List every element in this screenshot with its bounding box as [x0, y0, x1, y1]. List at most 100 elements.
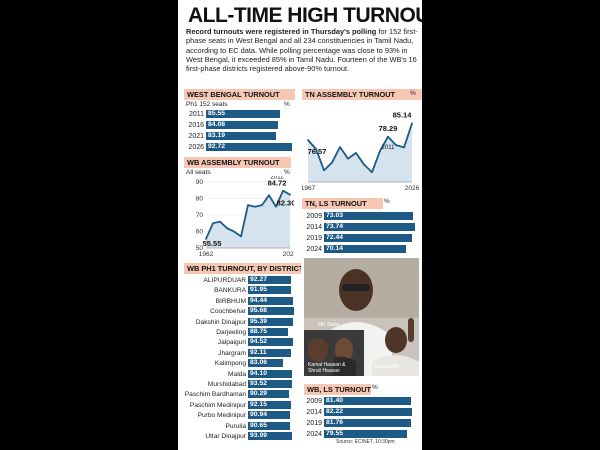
- series-line-segment: [307, 139, 317, 150]
- x-start-label: 1967: [302, 185, 316, 192]
- wb-turnout-value-label: 85.55: [208, 110, 226, 117]
- district-label: Purbo Medinipur: [197, 412, 246, 420]
- wb-ls-title: WB, LS TURNOUT: [304, 384, 371, 395]
- leaders-photo: MK Stalin Kamal Haasan & Shruti Haasan R…: [304, 258, 419, 376]
- district-bar: [248, 421, 290, 430]
- tn-ls-unit: %: [384, 198, 390, 205]
- data-point: [261, 204, 263, 206]
- data-point: [233, 230, 235, 233]
- district-label: Darjeeling: [216, 329, 246, 336]
- district-label: Jhargram: [218, 349, 246, 357]
- district-value-label: 94.52: [250, 338, 268, 346]
- source-note: Source: ECINET, 10:30pm: [336, 439, 395, 445]
- wb-ls-value-label: 81.76: [326, 419, 344, 426]
- tn-ls-value-label: 70.14: [326, 245, 344, 252]
- series-line-segment: [363, 163, 373, 173]
- data-point: [315, 148, 317, 150]
- wb-turnout-value-label: 84.08: [208, 121, 226, 128]
- district-bar: [248, 411, 290, 420]
- annotation-label: 85.14: [393, 110, 413, 119]
- data-point: [387, 135, 389, 138]
- district-value-label: 83.06: [250, 359, 268, 367]
- wb-turnout-unit: %: [284, 101, 290, 108]
- wb-ls-bar: [324, 419, 412, 427]
- district-label: Murshidabad: [207, 381, 246, 388]
- wb-turnout-value-label: 83.19: [208, 132, 226, 139]
- data-point: [212, 222, 214, 225]
- series-line-segment: [233, 230, 242, 238]
- data-point: [226, 227, 228, 230]
- district-bar: [248, 317, 294, 326]
- annotation-label: 82.30: [277, 199, 294, 208]
- intro-rest: for 152 first-phase seats in West Bengal…: [186, 27, 418, 74]
- data-point: [379, 150, 381, 152]
- wb-ls-bar: [324, 430, 407, 438]
- data-point: [347, 157, 349, 160]
- series-line-segment: [254, 204, 263, 208]
- district-label: BANKURA: [214, 287, 246, 295]
- tn-ls-bar: [324, 245, 406, 253]
- district-value-label: 93.52: [250, 380, 268, 387]
- data-point: [395, 144, 397, 146]
- district-label: Coochbehar: [210, 308, 246, 316]
- data-point: [355, 151, 357, 154]
- wb-ls-label: 2024: [306, 431, 322, 438]
- tn-ls-label: 2019: [306, 235, 322, 242]
- district-value-label: 93.99: [250, 432, 268, 439]
- district-label: ALIPURDUAR: [203, 277, 246, 284]
- tn-assembly-title: TN ASSEMBLY TURNOUT: [302, 89, 422, 100]
- district-value-label: 95.68: [250, 307, 268, 315]
- tn-ls-label: 2014: [306, 224, 322, 231]
- data-point: [323, 169, 325, 172]
- tn-ls-value-label: 72.44: [326, 234, 344, 241]
- data-point: [339, 146, 341, 148]
- wb-ls-bar: [324, 397, 411, 405]
- intro-bold: Record turnouts were registered in Thurs…: [186, 27, 377, 36]
- annotation-label: 84.72: [268, 179, 287, 188]
- y-tick-label: 50: [196, 245, 204, 252]
- wb-ls-value-label: 79.55: [326, 430, 344, 437]
- data-point: [371, 171, 373, 174]
- wb-districts-title: WB PH1 TURNOUT, BY DISTRICTS: [184, 263, 301, 274]
- data-point: [411, 122, 413, 125]
- series-line-segment: [212, 220, 221, 225]
- tn-assembly-unit: %: [410, 90, 416, 97]
- data-point: [403, 146, 405, 149]
- tn-ls-bar: [324, 212, 414, 220]
- series-line-segment: [205, 222, 214, 240]
- series-line-segment: [339, 146, 349, 160]
- district-label: Jalpaiguri: [217, 339, 246, 347]
- wb-ls-bar: [324, 408, 413, 416]
- district-label: Kalimpong: [214, 360, 246, 368]
- series-line-segment: [379, 136, 389, 152]
- wb-assembly-title: WB ASSEMBLY TURNOUT: [184, 157, 291, 168]
- y-tick-label: 80: [196, 196, 204, 203]
- district-bar: [248, 348, 291, 357]
- y-tick-label: 60: [196, 229, 204, 236]
- caption-rajini: Rajinikanth: [374, 364, 399, 370]
- district-label: BIRBHUM: [215, 297, 246, 305]
- district-value-label: 88.75: [250, 328, 268, 335]
- district-bar: [248, 359, 284, 368]
- wb-turnout-bar: [206, 132, 277, 140]
- data-point: [282, 189, 284, 192]
- tn-ls-value-label: 73.74: [326, 223, 344, 230]
- district-bar: [248, 307, 294, 316]
- tn-ls-bar: [324, 234, 412, 242]
- series-line-segment: [226, 227, 235, 233]
- series-line-segment: [403, 123, 413, 148]
- data-point: [331, 161, 333, 164]
- data-point: [254, 205, 256, 208]
- annotation-label: 2011: [271, 176, 285, 181]
- district-bar: [248, 338, 293, 347]
- district-value-label: 95.39: [250, 317, 268, 325]
- y-tick-label: 90: [196, 179, 204, 186]
- district-label: Dakshin Dinajpur: [195, 318, 246, 326]
- district-bar: [248, 400, 291, 409]
- tn-ls-title: TN, LS TURNOUT: [302, 198, 383, 209]
- series-line-segment: [240, 204, 249, 237]
- district-bar: [248, 286, 291, 295]
- series-line-segment: [315, 148, 325, 171]
- annotation-label: 78.29: [379, 124, 398, 133]
